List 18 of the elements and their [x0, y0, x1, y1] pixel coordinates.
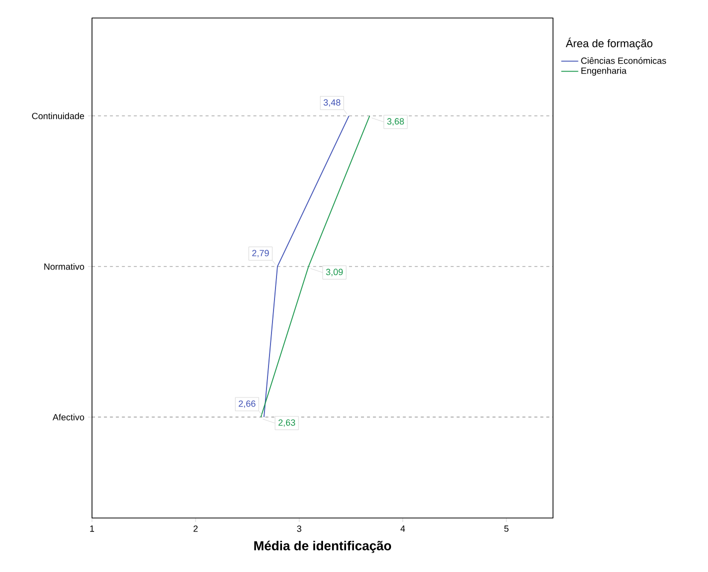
data-label: 3,68 [387, 118, 404, 126]
legend-title: Área de formação [566, 38, 652, 50]
legend-label: Engenharia [581, 67, 627, 76]
data-label: 3,48 [324, 99, 340, 107]
x-tick-label: 1 [90, 526, 94, 532]
x-tick-label: 2 [194, 526, 198, 532]
data-label: 2,66 [238, 400, 256, 408]
data-label: 2,63 [278, 419, 296, 427]
x-tick-label: 5 [504, 526, 509, 532]
y-tick-label: Afectivo [52, 414, 84, 420]
x-axis-title: Média de identificação [254, 540, 392, 553]
y-tick-label: Normativo [44, 263, 84, 270]
x-tick-label: 4 [400, 526, 406, 532]
legend-label: Ciências Económicas [581, 57, 666, 64]
x-tick-label: 3 [297, 526, 302, 532]
y-tick-label: Continuidade [32, 112, 84, 120]
data-label: 2,79 [252, 250, 269, 258]
data-label: 3,09 [326, 268, 343, 276]
